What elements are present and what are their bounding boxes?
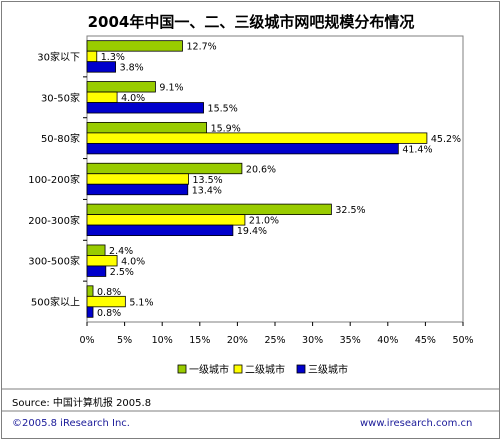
legend-swatch <box>296 364 306 374</box>
data-label: 19.4% <box>237 226 267 237</box>
bar-1-1 <box>86 40 183 52</box>
data-label: 2.5% <box>110 267 134 278</box>
data-label: 15.9% <box>211 123 241 134</box>
x-tick-label: 25% <box>264 335 285 346</box>
data-label: 32.5% <box>335 205 365 216</box>
bar-3-6 <box>86 265 107 277</box>
source-note: Source: 中国计算机报 2005.8 <box>12 398 152 409</box>
legend-label: 三级城市 <box>308 363 348 376</box>
category-label: 100-200家 <box>28 173 80 186</box>
data-label: 4.0% <box>121 93 145 104</box>
legend-label: 一级城市 <box>189 363 229 376</box>
bar-2-1 <box>86 50 98 63</box>
data-label: 12.7% <box>187 42 217 53</box>
bar-1-6 <box>86 244 106 256</box>
bar-2-5 <box>86 214 246 226</box>
data-label: 1.3% <box>101 52 125 63</box>
category-label: 30-50家 <box>41 91 80 104</box>
x-tick-label: 5% <box>117 335 132 346</box>
x-tick-label: 45% <box>415 335 436 346</box>
data-label: 5.1% <box>129 297 153 308</box>
data-label: 45.2% <box>431 134 461 145</box>
x-tick-label: 35% <box>340 335 361 346</box>
bar-3-3 <box>86 142 399 155</box>
x-tick-label: 20% <box>227 335 248 346</box>
x-tick-label: 40% <box>377 335 398 346</box>
data-label: 4.0% <box>121 256 145 267</box>
bar-1-3 <box>86 121 207 134</box>
bar-1-2 <box>86 81 156 93</box>
x-tick-label: 50% <box>452 335 473 346</box>
category-label: 300-500家 <box>28 255 80 268</box>
data-label: 15.5% <box>208 104 238 115</box>
data-label: 21.0% <box>249 216 279 227</box>
bar-1-5 <box>86 203 332 216</box>
x-tick-label: 15% <box>189 335 210 346</box>
bar-3-7 <box>86 306 94 318</box>
data-label: 13.4% <box>192 185 222 196</box>
bar-1-4 <box>86 162 243 175</box>
bar-2-2 <box>86 91 118 103</box>
bar-3-5 <box>86 224 234 237</box>
data-label: 2.4% <box>109 246 133 257</box>
legend-swatch <box>177 364 187 374</box>
category-label: 500家以上 <box>31 296 80 309</box>
copyright-note: ©2005.8 iResearch Inc. <box>12 418 130 429</box>
bar-3-4 <box>86 183 189 196</box>
data-label: 13.5% <box>193 175 223 186</box>
bar-2-4 <box>86 173 189 185</box>
website-link[interactable]: www.iresearch.com.cn <box>360 418 473 429</box>
x-tick-label: 10% <box>152 335 173 346</box>
category-label: 50-80家 <box>41 132 80 145</box>
legend-label: 二级城市 <box>245 363 285 376</box>
bar-2-3 <box>86 132 428 144</box>
bar-2-6 <box>86 255 118 267</box>
x-tick-label: 30% <box>302 335 323 346</box>
x-tick-label: 0% <box>79 335 94 346</box>
bar-3-2 <box>86 102 204 114</box>
legend-swatch <box>233 364 243 374</box>
chart-title: 2004年中国一、二、三级城市网吧规模分布情况 <box>88 13 415 31</box>
data-label: 9.1% <box>159 83 183 94</box>
category-label: 30家以下 <box>37 50 80 63</box>
category-label: 200-300家 <box>28 214 80 227</box>
data-label: 0.8% <box>97 287 121 298</box>
data-label: 0.8% <box>97 308 121 319</box>
bar-2-7 <box>86 295 126 308</box>
data-label: 3.8% <box>120 63 144 74</box>
data-label: 41.4% <box>402 144 432 155</box>
data-label: 20.6% <box>246 164 276 175</box>
bar-3-1 <box>86 61 116 73</box>
bar-1-7 <box>86 285 94 297</box>
